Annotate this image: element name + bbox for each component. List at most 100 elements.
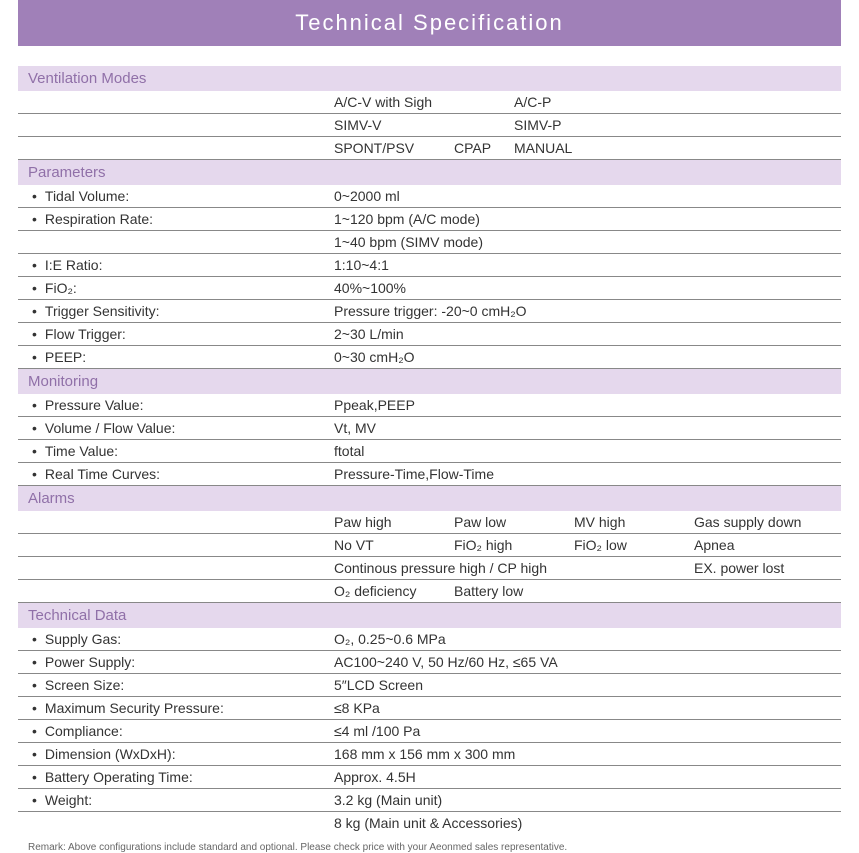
ventilation-value: A/C-V with Sigh — [334, 94, 514, 110]
bullet-icon: • — [32, 723, 37, 739]
alarm-value: Continous pressure high / CP high — [334, 560, 694, 576]
spec-row: • I:E Ratio: 1:10~4:1 — [18, 254, 841, 277]
spec-value: Vt, MV — [334, 420, 841, 436]
bullet-icon: • — [32, 211, 37, 227]
spec-label: PEEP: — [45, 349, 86, 365]
ventilation-value: SIMV-P — [514, 117, 694, 133]
bullet-icon: • — [32, 397, 37, 413]
ventilation-row: A/C-V with Sigh A/C-P — [18, 91, 841, 114]
ventilation-value: SPONT/PSV — [334, 140, 454, 156]
section-monitoring-header: Monitoring — [18, 369, 841, 394]
ventilation-value: A/C-P — [514, 94, 694, 110]
title-bar: Technical Specification — [18, 0, 841, 46]
spec-label: Volume / Flow Value: — [45, 420, 175, 436]
spec-row: • Flow Trigger: 2~30 L/min — [18, 323, 841, 346]
section-ventilation-header: Ventilation Modes — [18, 66, 841, 91]
alarm-value: O₂ deficiency — [334, 583, 454, 599]
spec-row: • Tidal Volume: 0~2000 ml — [18, 185, 841, 208]
spec-row: •Volume / Flow Value:Vt, MV — [18, 417, 841, 440]
spec-label: Respiration Rate: — [45, 211, 153, 227]
spec-row: • Respiration Rate: 1~120 bpm (A/C mode) — [18, 208, 841, 231]
alarm-value: Battery low — [454, 583, 574, 599]
spec-value: 1~40 bpm (SIMV mode) — [334, 234, 841, 250]
spec-row: • Time Value: ftotal — [18, 440, 841, 463]
section-technical-header: Technical Data — [18, 603, 841, 628]
spec-label: Supply Gas: — [45, 631, 121, 647]
alarm-value: Paw high — [334, 514, 454, 530]
spec-row: • Compliance: ≤4 ml /100 Pa — [18, 720, 841, 743]
spec-row: 8 kg (Main unit & Accessories) — [18, 812, 841, 834]
bullet-icon: • — [32, 349, 37, 365]
spec-label: Time Value: — [45, 443, 118, 459]
spec-label: Maximum Security Pressure: — [45, 700, 224, 716]
spec-value: ≤8 KPa — [334, 700, 841, 716]
spec-label: Tidal Volume: — [45, 188, 129, 204]
ventilation-value: SIMV-V — [334, 117, 514, 133]
alarm-value: EX. power lost — [694, 560, 784, 576]
spec-value: Pressure trigger: -20~0 cmH₂O — [334, 303, 841, 319]
spec-row: •Power Supply:AC100~240 V, 50 Hz/60 Hz, … — [18, 651, 841, 674]
spec-row: • Weight: 3.2 kg (Main unit) — [18, 789, 841, 812]
spec-label: Screen Size: — [45, 677, 124, 693]
ventilation-value: CPAP — [454, 140, 514, 156]
spec-value: 1~120 bpm (A/C mode) — [334, 211, 841, 227]
spec-value: O₂, 0.25~0.6 MPa — [334, 631, 841, 647]
bullet-icon: • — [32, 769, 37, 785]
spec-row: •Battery Operating Time:Approx. 4.5H — [18, 766, 841, 789]
spec-label: I:E Ratio: — [45, 257, 103, 273]
spec-label: Trigger Sensitivity: — [45, 303, 160, 319]
spec-label: Pressure Value: — [45, 397, 144, 413]
alarm-value: Gas supply down — [694, 514, 814, 530]
spec-label: Flow Trigger: — [45, 326, 126, 342]
bullet-icon: • — [32, 257, 37, 273]
spec-value: ftotal — [334, 443, 841, 459]
alarms-row: Paw high Paw low MV high Gas supply down — [18, 511, 841, 534]
section-alarms-header: Alarms — [18, 486, 841, 511]
spec-row: •Real Time Curves:Pressure-Time,Flow-Tim… — [18, 463, 841, 486]
ventilation-value: MANUAL — [514, 140, 572, 156]
spec-value: 5″LCD Screen — [334, 677, 841, 693]
bullet-icon: • — [32, 700, 37, 716]
bullet-icon: • — [32, 631, 37, 647]
alarm-value: No VT — [334, 537, 454, 553]
spec-row: • Supply Gas: O₂, 0.25~0.6 MPa — [18, 628, 841, 651]
spec-value: AC100~240 V, 50 Hz/60 Hz, ≤65 VA — [334, 654, 841, 670]
remark-text: Remark: Above configurations include sta… — [18, 834, 841, 853]
spec-value: 0~2000 ml — [334, 188, 841, 204]
bullet-icon: • — [32, 326, 37, 342]
spec-value: 168 mm x 156 mm x 300 mm — [334, 746, 841, 762]
spec-row: •FiO₂:40%~100% — [18, 277, 841, 300]
bullet-icon: • — [32, 746, 37, 762]
spec-label: Dimension (WxDxH): — [45, 746, 176, 762]
spec-label: FiO₂: — [45, 280, 77, 296]
section-parameters-header: Parameters — [18, 160, 841, 185]
spec-row: • Maximum Security Pressure: ≤8 KPa — [18, 697, 841, 720]
spec-value: 3.2 kg (Main unit) — [334, 792, 841, 808]
spec-value: 2~30 L/min — [334, 326, 841, 342]
spec-row: • Dimension (WxDxH): 168 mm x 156 mm x 300… — [18, 743, 841, 766]
spec-row: 1~40 bpm (SIMV mode) — [18, 231, 841, 254]
spec-row: • Screen Size: 5″LCD Screen — [18, 674, 841, 697]
spec-value: Approx. 4.5H — [334, 769, 841, 785]
bullet-icon: • — [32, 466, 37, 482]
alarm-value: Apnea — [694, 537, 814, 553]
alarms-row: Continous pressure high / CP high EX. po… — [18, 557, 841, 580]
spec-row: • Trigger Sensitivity: Pressure trigger: -… — [18, 300, 841, 323]
bullet-icon: • — [32, 303, 37, 319]
bullet-icon: • — [32, 443, 37, 459]
bullet-icon: • — [32, 677, 37, 693]
spec-value: 40%~100% — [334, 280, 841, 296]
spec-row: • Pressure Value: Ppeak,PEEP — [18, 394, 841, 417]
spec-value: 8 kg (Main unit & Accessories) — [334, 815, 841, 831]
spec-label: Weight: — [45, 792, 92, 808]
spec-label: Compliance: — [45, 723, 123, 739]
bullet-icon: • — [32, 188, 37, 204]
spec-value: Ppeak,PEEP — [334, 397, 841, 413]
ventilation-row: SPONT/PSV CPAP MANUAL — [18, 137, 841, 160]
spec-value: 1:10~4:1 — [334, 257, 841, 273]
ventilation-row: SIMV-V SIMV-P — [18, 114, 841, 137]
alarm-value: FiO₂ high — [454, 537, 574, 553]
alarm-value: MV high — [574, 514, 694, 530]
bullet-icon: • — [32, 792, 37, 808]
spec-value: ≤4 ml /100 Pa — [334, 723, 841, 739]
